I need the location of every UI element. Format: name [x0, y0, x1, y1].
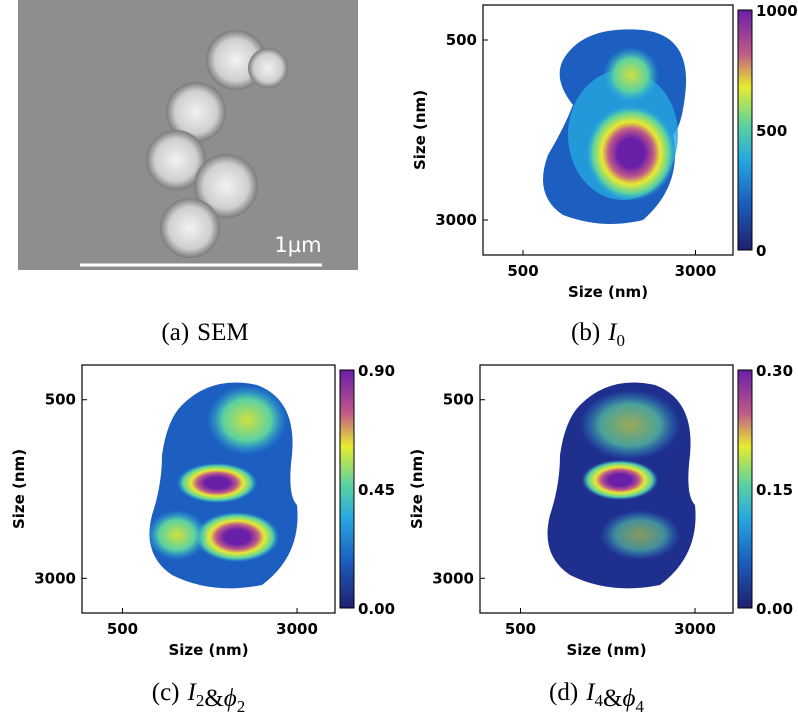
plot-panel: 500 3000 500 3000 Size (nm) Size (nm) 0.30 0.15… [408, 362, 793, 713]
caption-subscript: 4 [635, 697, 644, 713]
particle [166, 82, 226, 142]
caption-term: I [187, 679, 198, 706]
caption-subscript: 0 [616, 331, 625, 350]
caption-label: (c) [152, 679, 180, 706]
caption-subscript: 2 [237, 697, 246, 713]
plot-area [543, 29, 687, 224]
y-axis-label: Size (nm) [10, 449, 28, 529]
y-tick-label: 500 [446, 31, 477, 49]
caption-label: (a) [161, 319, 189, 346]
y-axis-label: Size (nm) [408, 449, 426, 529]
hotspot [147, 510, 207, 560]
x-tick-label: 3000 [276, 620, 318, 638]
caption: (b) I0 [571, 319, 625, 350]
x-tick-label: 500 [505, 620, 536, 638]
colorbar-tick-label: 0.15 [756, 481, 793, 499]
particle [248, 48, 288, 88]
colorbar-tick-label: 500 [756, 122, 787, 140]
caption-subscript: 4 [595, 691, 604, 710]
colorbar [339, 369, 355, 609]
particle [160, 198, 220, 258]
plot-frame [479, 364, 734, 614]
plot-area [547, 382, 696, 589]
y-tick-label: 3000 [432, 569, 474, 587]
particle [194, 154, 258, 218]
colorbar-tick-label: 1000 [756, 2, 798, 20]
caption: (a) SEM [161, 319, 248, 346]
hotspot [603, 47, 659, 103]
x-axis-label: Size (nm) [568, 283, 648, 301]
caption-label: (d) [549, 679, 578, 706]
colorbar-tick-label: 0.45 [358, 481, 395, 499]
caption-term: & [204, 685, 223, 712]
caption-term: & [603, 685, 622, 712]
hotspot [582, 460, 658, 500]
x-tick-label: 3000 [674, 620, 716, 638]
y-tick-label: 3000 [435, 211, 477, 229]
hotspot [195, 512, 279, 562]
x-tick-label: 3000 [675, 262, 717, 280]
x-tick-label: 500 [107, 620, 138, 638]
plot-frame [482, 4, 734, 256]
x-axis-label: Size (nm) [168, 641, 248, 659]
y-tick-label: 3000 [34, 569, 76, 587]
hotspot [586, 105, 676, 201]
y-tick-label: 500 [443, 391, 474, 409]
colorbar-tick-label: 0 [756, 242, 766, 260]
colorbar-tick-label: 0.00 [756, 600, 793, 618]
colorbar [737, 9, 753, 251]
x-tick-label: 500 [507, 262, 538, 280]
plot-area [147, 382, 298, 589]
colorbar [737, 369, 753, 609]
caption-term: ϕ [622, 685, 635, 712]
y-axis-label: Size (nm) [411, 90, 429, 170]
plot-frame [81, 364, 336, 614]
caption-term: ϕ [224, 685, 237, 712]
hotspot [207, 385, 287, 455]
sem-panel: 1µm (a) SEM [18, 0, 358, 346]
caption-term: I [585, 679, 596, 706]
hotspot [580, 390, 680, 460]
caption: (d) I4&ϕ4 [549, 679, 644, 713]
caption-term: I [607, 319, 618, 346]
particle [146, 130, 206, 190]
hotspot [177, 463, 257, 503]
colorbar-tick-label: 0.00 [358, 600, 395, 618]
scale-label: 1µm [274, 233, 321, 257]
colorbar-tick-label: 0.30 [756, 362, 793, 380]
caption-term: SEM [197, 319, 248, 346]
plot-panel: 500 3000 500 3000 Size (nm) Size (nm) 1000 500 0… [411, 2, 798, 350]
plot-panel: 500 3000 500 3000 Size (nm) Size (nm) 0.90 0.45… [10, 362, 395, 713]
caption: (c) I2&ϕ2 [152, 679, 245, 713]
y-tick-label: 500 [45, 391, 76, 409]
caption-label: (b) [571, 319, 600, 346]
colorbar-tick-label: 0.90 [358, 362, 395, 380]
hotspot [600, 510, 680, 560]
x-axis-label: Size (nm) [566, 641, 646, 659]
caption-subscript: 2 [196, 691, 205, 710]
